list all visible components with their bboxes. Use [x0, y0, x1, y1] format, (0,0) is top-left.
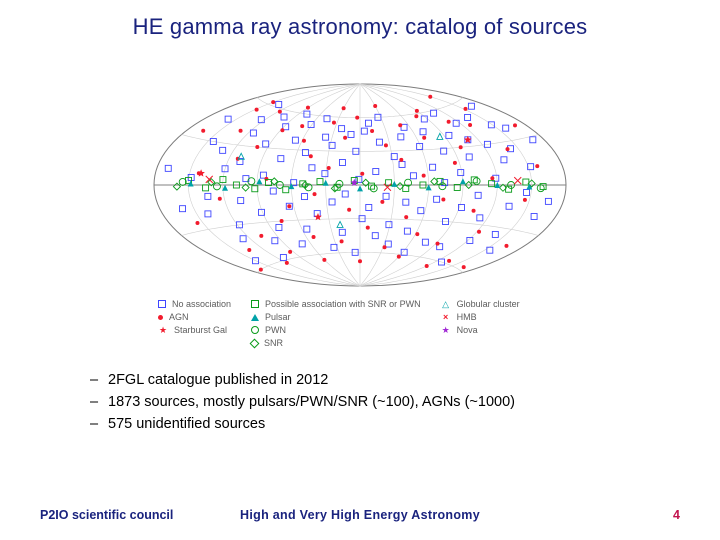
legend-label: Globular cluster: [457, 298, 520, 310]
legend-item: No association: [158, 298, 231, 310]
legend-label: No association: [172, 298, 231, 310]
legend-item: ×HMB: [441, 311, 520, 323]
legend-item: Possible association with SNR or PWN: [251, 298, 421, 310]
skymap-aitoff: [150, 80, 570, 290]
bullet-text: 575 unidentified sources: [108, 414, 265, 436]
bullet-item: –1873 sources, mostly pulsars/PWN/SNR (~…: [90, 392, 515, 414]
legend-label: AGN: [169, 311, 189, 323]
slide-title: HE gamma ray astronomy: catalog of sourc…: [0, 14, 720, 40]
legend-label: PWN: [265, 324, 286, 336]
bullet-item: –575 unidentified sources: [90, 414, 515, 436]
legend-label: Nova: [457, 324, 478, 336]
legend-column: △Globular cluster×HMB★Nova: [441, 298, 520, 350]
legend-label: Pulsar: [265, 311, 291, 323]
bullet-text: 2FGL catalogue published in 2012: [108, 370, 328, 392]
legend-item: SNR: [251, 337, 421, 349]
legend-item: ★Starburst Gal: [158, 324, 231, 336]
skymap-legend: No associationAGN★Starburst Gal Possible …: [150, 298, 570, 350]
bullet-list: –2FGL catalogue published in 2012–1873 s…: [90, 370, 515, 435]
bullet-dash: –: [90, 392, 108, 414]
bullet-text: 1873 sources, mostly pulsars/PWN/SNR (~1…: [108, 392, 515, 414]
legend-item: AGN: [158, 311, 231, 323]
legend-item: ★Nova: [441, 324, 520, 336]
legend-item: PWN: [251, 324, 421, 336]
legend-label: Possible association with SNR or PWN: [265, 298, 421, 310]
skymap-figure: No associationAGN★Starburst Gal Possible …: [150, 80, 570, 350]
footer-page-number: 4: [673, 508, 680, 522]
legend-label: Starburst Gal: [174, 324, 227, 336]
footer-center: High and Very High Energy Astronomy: [0, 508, 720, 522]
bullet-dash: –: [90, 414, 108, 436]
bullet-item: –2FGL catalogue published in 2012: [90, 370, 515, 392]
legend-item: △Globular cluster: [441, 298, 520, 310]
legend-column: Possible association with SNR or PWNPuls…: [251, 298, 421, 350]
bullet-dash: –: [90, 370, 108, 392]
legend-label: HMB: [457, 311, 477, 323]
legend-item: Pulsar: [251, 311, 421, 323]
legend-column: No associationAGN★Starburst Gal: [158, 298, 231, 350]
skymap-svg: [150, 80, 570, 290]
legend-label: SNR: [264, 337, 283, 349]
